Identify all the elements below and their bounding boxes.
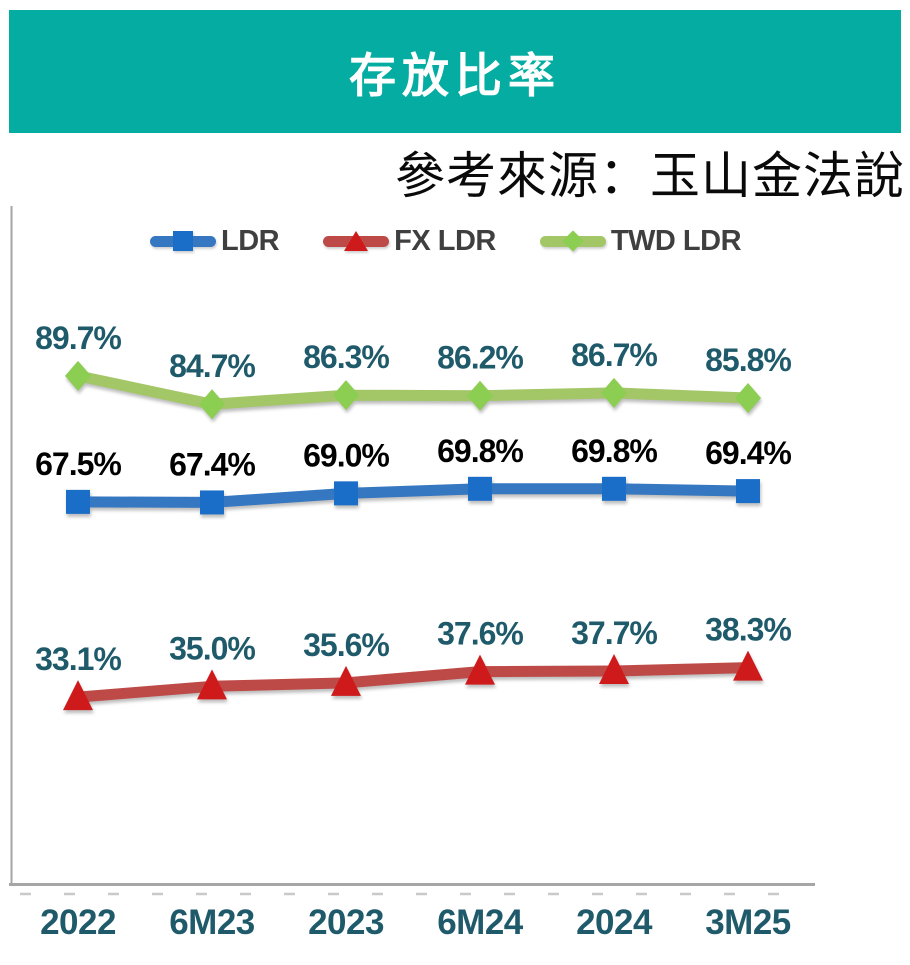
- legend-line-swatch: [539, 230, 606, 252]
- data-point-label: 35.0%: [169, 630, 255, 666]
- data-point-marker: [334, 481, 358, 506]
- data-point-marker: [65, 360, 91, 391]
- legend-line-swatch: [150, 231, 216, 251]
- series-fx-ldr: [63, 650, 763, 711]
- data-point-label: 35.6%: [303, 627, 389, 663]
- data-point-marker: [599, 654, 629, 685]
- legend-triangle-icon: [344, 231, 369, 251]
- data-point-marker: [601, 377, 627, 408]
- legend: LDR FX LDR TWD LDR: [150, 222, 742, 260]
- x-axis-label: 2023: [308, 903, 384, 942]
- x-axis-label: 2022: [40, 903, 116, 942]
- data-point-marker: [333, 380, 359, 411]
- legend-label: FX LDR: [394, 224, 496, 257]
- chart-title-banner: 存放比率: [9, 10, 901, 133]
- series-line: [72, 662, 754, 703]
- data-point-label: 37.6%: [437, 616, 523, 652]
- data-point-label: 69.0%: [303, 437, 389, 473]
- source-note: 參考來源：玉山金法說: [395, 148, 905, 204]
- legend-item-fx-ldr: FX LDR: [323, 225, 496, 258]
- data-point-label: 38.3%: [705, 612, 791, 648]
- data-point-label: 85.8%: [705, 342, 791, 378]
- data-point-marker: [66, 489, 90, 514]
- legend-label: TWD LDR: [610, 224, 742, 257]
- x-axis-label: 3M25: [705, 903, 791, 942]
- x-axis-label: 6M23: [169, 903, 255, 942]
- data-point-label: 67.5%: [35, 446, 121, 482]
- data-point-marker: [197, 669, 227, 700]
- legend-diamond-icon: [562, 230, 584, 252]
- data-point-label: 84.7%: [169, 348, 255, 384]
- data-point-marker: [468, 476, 492, 501]
- x-axis-label: 6M24: [437, 903, 523, 942]
- legend-item-twd-ldr: TWD LDR: [539, 224, 742, 258]
- data-point-label: 67.4%: [169, 446, 255, 482]
- x-axis-labels: 2022 6M23 2023 6M24 2024 3M25: [0, 903, 910, 948]
- chart-title: 存放比率: [349, 49, 561, 102]
- data-point-marker: [200, 490, 224, 515]
- data-point-marker: [199, 389, 225, 420]
- data-point-marker: [467, 380, 493, 411]
- data-point-label: 86.3%: [303, 339, 389, 375]
- data-point-marker: [331, 665, 361, 696]
- x-axis-label: 2024: [576, 903, 652, 942]
- data-point-label: 89.7%: [35, 320, 121, 356]
- data-point-marker: [733, 650, 763, 681]
- data-point-label: 33.1%: [35, 641, 121, 677]
- data-point-label: 86.2%: [437, 340, 523, 376]
- data-point-label: 69.8%: [437, 433, 523, 469]
- data-point-label: 86.7%: [571, 337, 657, 373]
- legend-label: LDR: [221, 224, 280, 257]
- data-point-label: 69.8%: [571, 433, 657, 469]
- data-point-marker: [63, 680, 93, 711]
- data-point-marker: [602, 476, 626, 501]
- data-point-marker: [735, 382, 761, 413]
- series-twd-ldr: [65, 360, 761, 420]
- legend-square-icon: [173, 231, 193, 251]
- series-ldr: [66, 476, 760, 515]
- data-point-marker: [465, 654, 495, 685]
- legend-line-swatch: [323, 231, 390, 251]
- series-line: [72, 370, 754, 410]
- data-point-label: 69.4%: [705, 435, 791, 471]
- data-point-marker: [736, 479, 760, 504]
- series-line: [72, 483, 754, 508]
- legend-item-ldr: LDR: [150, 224, 280, 258]
- data-point-label: 37.7%: [571, 615, 657, 651]
